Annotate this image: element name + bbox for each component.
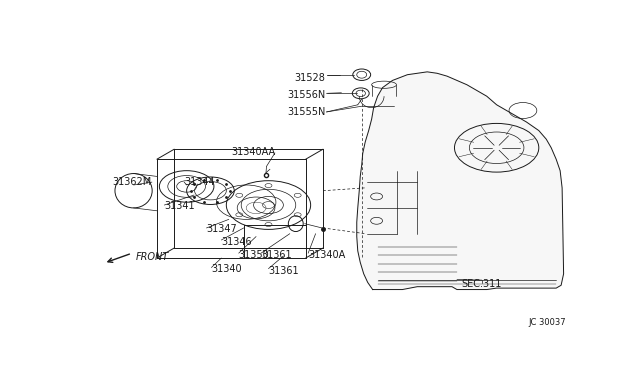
Text: FRONT: FRONT bbox=[136, 251, 169, 262]
Text: 31528: 31528 bbox=[294, 73, 326, 83]
Text: 31341: 31341 bbox=[164, 202, 195, 211]
Text: 31340AA: 31340AA bbox=[232, 147, 276, 157]
Text: 31340A: 31340A bbox=[308, 250, 346, 260]
Polygon shape bbox=[356, 72, 564, 289]
Text: 31361: 31361 bbox=[269, 266, 299, 276]
Text: SEC.311: SEC.311 bbox=[461, 279, 502, 289]
Text: 31350: 31350 bbox=[239, 250, 269, 260]
Text: JC 30037: JC 30037 bbox=[529, 318, 566, 327]
Text: 31556N: 31556N bbox=[287, 90, 326, 100]
Text: 31555N: 31555N bbox=[287, 107, 326, 117]
Text: 31347: 31347 bbox=[207, 224, 237, 234]
Text: 31361: 31361 bbox=[261, 250, 292, 260]
Text: 31346: 31346 bbox=[221, 237, 252, 247]
Text: 31340: 31340 bbox=[211, 264, 242, 275]
Text: 31362M: 31362M bbox=[113, 177, 152, 187]
Text: 31344: 31344 bbox=[184, 177, 215, 187]
